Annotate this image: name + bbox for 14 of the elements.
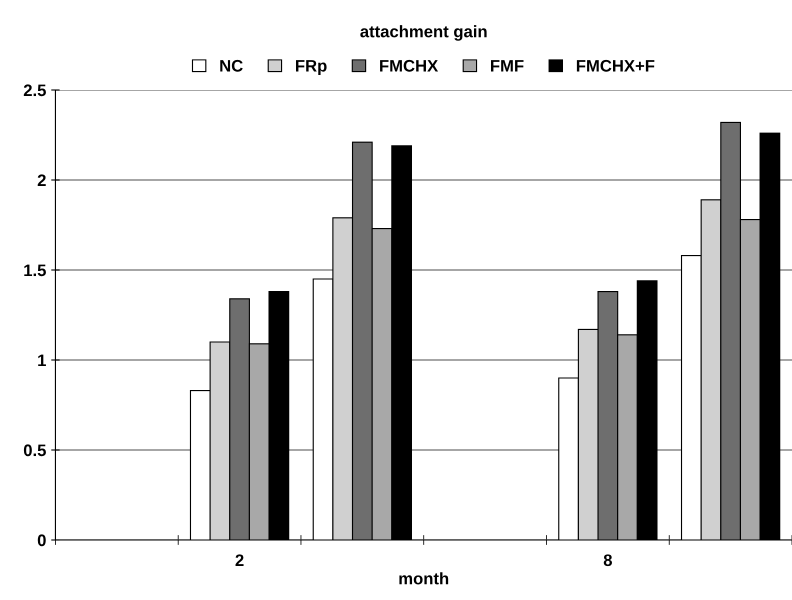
y-tick-label: 0: [38, 534, 46, 546]
legend-label: FMCHX: [380, 60, 438, 72]
legend-label: FMCHX+F: [576, 60, 654, 72]
x-tick-label: 8: [604, 554, 612, 566]
y-tick-label: 2.5: [24, 84, 46, 96]
legend-label: NC: [220, 60, 243, 72]
y-tick-label: 1.5: [24, 264, 46, 276]
chart-title: attachment gain: [360, 25, 487, 41]
legend-label: FRp: [296, 60, 327, 75]
legend-label: FMF: [490, 60, 524, 72]
y-tick-label: 1: [38, 354, 46, 366]
x-axis-title: month: [399, 572, 448, 584]
y-tick-label: 2: [38, 174, 46, 186]
y-tick-label: 0.5: [24, 444, 46, 456]
